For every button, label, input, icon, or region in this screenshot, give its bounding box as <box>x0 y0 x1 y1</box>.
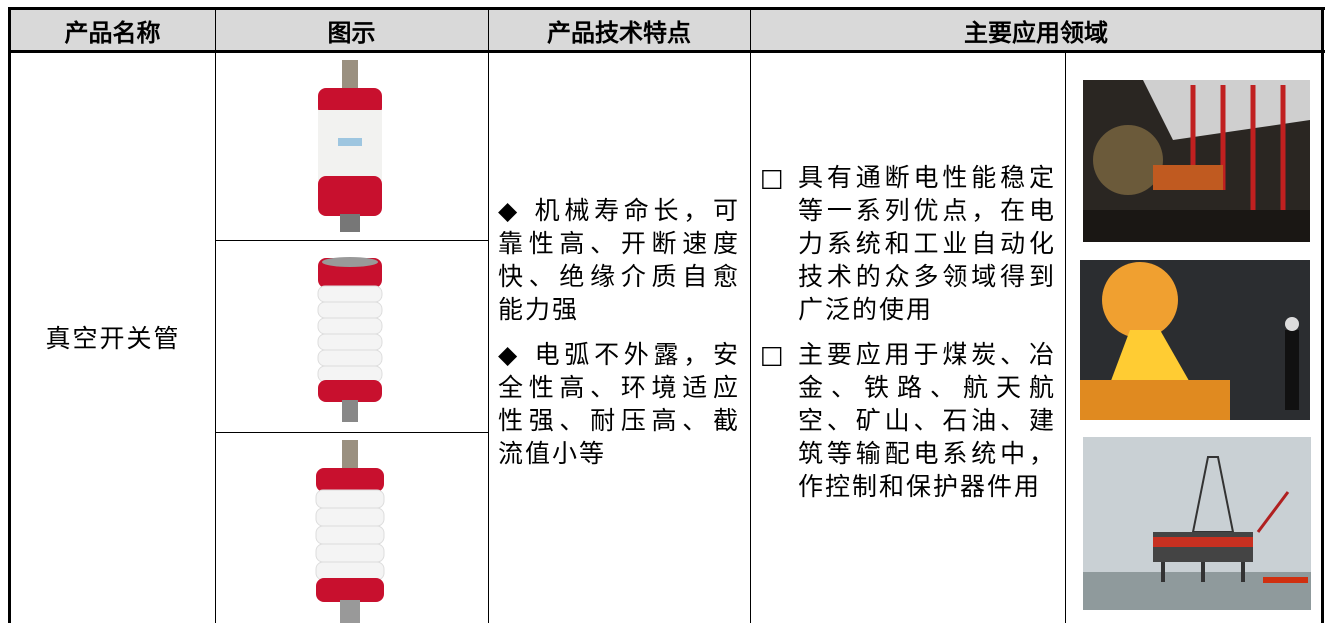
border <box>750 8 751 623</box>
product-image <box>315 440 385 623</box>
border <box>215 8 216 623</box>
border <box>215 432 488 433</box>
product-image <box>318 60 382 232</box>
border <box>1065 52 1066 623</box>
application-item: □ 具有通断电性能稳定等一系列优点，在电力系统和工业自动化技术的众多领域得到广泛的… <box>760 161 1056 326</box>
product-name: 真空开关管 <box>45 323 181 353</box>
product-image <box>317 257 383 422</box>
border <box>1321 7 1324 623</box>
feature: ◆ 机械寿命长，可靠性高、开断速度快、绝缘介质自愈能力强 <box>498 196 740 324</box>
header-cell: 产品技术特点 <box>488 8 750 52</box>
application-text: 主要应用于煤炭、冶金、铁路、航天航空、矿山、石油、建筑等输配电系统中，作控制和保… <box>798 340 1056 501</box>
application-photo <box>1080 260 1310 420</box>
header-cell: 主要应用领域 <box>750 8 1322 52</box>
header-cell: 图示 <box>215 8 488 52</box>
feature: ◆ 电弧不外露，安全性高、环境适应性强、耐压高、截流值小等 <box>498 340 740 468</box>
border <box>215 240 488 241</box>
application-photo <box>1083 80 1310 242</box>
application-text: 具有通断电性能稳定等一系列优点，在电力系统和工业自动化技术的众多领域得到广泛的使… <box>798 163 1056 324</box>
bullet: □ <box>760 340 786 369</box>
border <box>8 7 1325 10</box>
header-cell: 产品名称 <box>10 8 215 52</box>
features: ◆ 机械寿命长，可靠性高、开断速度快、绝缘介质自愈能力强 ◆ 电弧不外露，安全性… <box>498 53 740 623</box>
application-item: □ 主要应用于煤炭、冶金、铁路、航天航空、矿山、石油、建筑等输配电系统中，作控制和… <box>760 338 1056 503</box>
border <box>8 7 11 623</box>
bullet: □ <box>760 163 786 192</box>
border <box>488 8 489 623</box>
application-photo <box>1083 437 1311 610</box>
applications: □ 具有通断电性能稳定等一系列优点，在电力系统和工业自动化技术的众多领域得到广泛的… <box>760 53 1056 623</box>
border <box>8 50 1325 53</box>
